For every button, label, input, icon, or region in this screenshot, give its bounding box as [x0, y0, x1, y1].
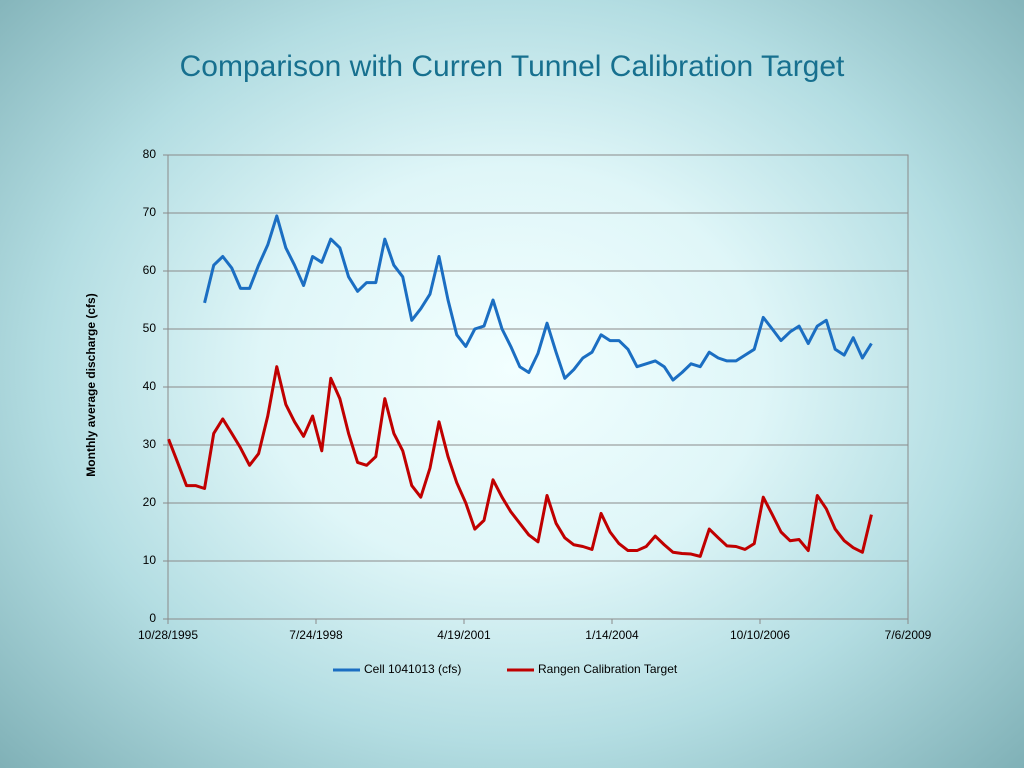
x-tick-label: 10/10/2006 [730, 628, 790, 642]
y-tick-label: 60 [143, 263, 157, 277]
legend-label: Cell 1041013 (cfs) [364, 662, 461, 676]
y-tick-label: 50 [143, 321, 157, 335]
legend-label: Rangen Calibration Target [538, 662, 678, 676]
line-series [203, 214, 873, 382]
y-tick-label: 0 [149, 611, 156, 625]
chart-title: Comparison with Curren Tunnel Calibratio… [180, 50, 845, 83]
x-tick-label: 7/6/2009 [885, 628, 932, 642]
x-tick-label: 4/19/2001 [437, 628, 491, 642]
y-tick-label: 40 [143, 379, 157, 393]
line-series [167, 365, 873, 558]
y-tick-label: 20 [143, 495, 157, 509]
y-tick-label: 80 [143, 147, 157, 161]
x-tick-label: 10/28/1995 [138, 628, 198, 642]
y-tick-label: 30 [143, 437, 157, 451]
x-tick-label: 7/24/1998 [289, 628, 343, 642]
y-axis-label: Monthly average discharge (cfs) [84, 293, 98, 476]
y-tick-label: 10 [143, 553, 157, 567]
y-tick-label: 70 [143, 205, 157, 219]
x-tick-label: 1/14/2004 [585, 628, 639, 642]
